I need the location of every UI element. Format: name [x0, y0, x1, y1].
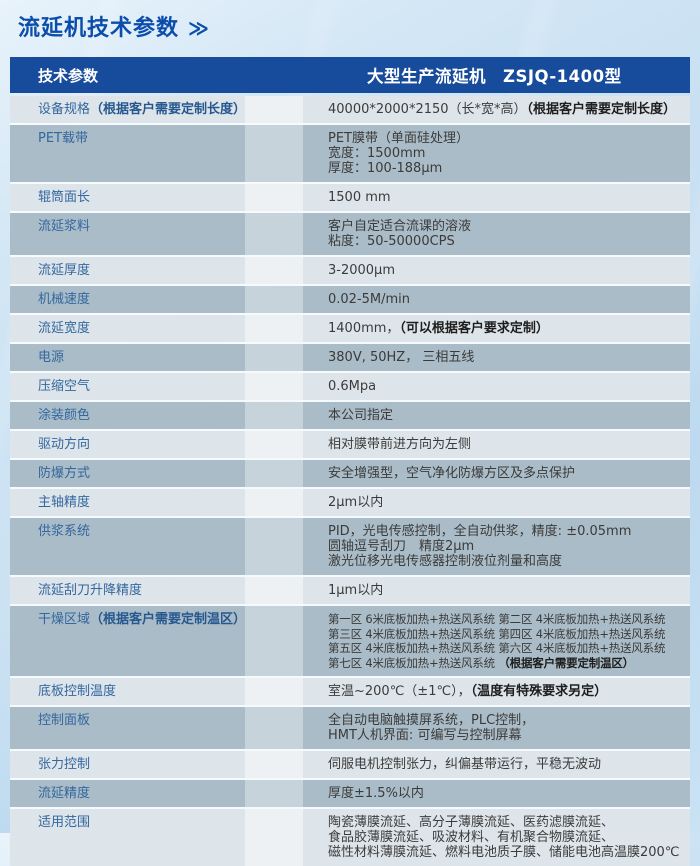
- table-row: 涂装颜色 本公司指定: [10, 402, 690, 431]
- column-divider: [245, 577, 303, 604]
- table-row: 供浆系统 PID，光电传感控制，全自动供浆，精度: ±0.05mm 圆轴逗号刮刀 精…: [10, 518, 690, 577]
- row-label: 设备规格（根据客户需要定制长度）: [10, 96, 246, 123]
- row-value: 0.02-5M/min: [303, 286, 690, 313]
- column-divider: [245, 809, 303, 866]
- column-divider: [245, 751, 303, 778]
- column-divider: [245, 402, 303, 429]
- column-divider: [245, 125, 303, 182]
- table-row: 干燥区域（根据客户需要定制温区） 第一区 6米底板加热+热送风系统 第二区 4米底…: [10, 606, 690, 678]
- row-value: 相对膜带前进方向为左侧: [303, 431, 690, 458]
- table-row: 流延浆料 客户自定适合流课的溶液 粘度：50-50000CPS: [10, 213, 690, 257]
- column-divider: [245, 213, 303, 255]
- column-divider: [245, 518, 303, 575]
- row-value: 1400mm，（可以根据客户要求定制）: [303, 315, 690, 342]
- row-value: 本公司指定: [303, 402, 690, 429]
- row-label: 主轴精度: [10, 489, 245, 516]
- spec-table: 技术参数 大型生产流延机 ZSJQ-1400型 设备规格（根据客户需要定制长度）…: [10, 57, 690, 866]
- table-row: 流延刮刀升降精度 1μm以内: [10, 577, 690, 606]
- column-divider: [245, 489, 303, 516]
- row-value: 0.6Mpa: [303, 373, 690, 400]
- column-divider: [245, 780, 303, 807]
- table-row: 电源 380V, 50HZ， 三相五线: [10, 344, 690, 373]
- row-value: 3-2000μm: [303, 257, 690, 284]
- row-value: 客户自定适合流课的溶液 粘度：50-50000CPS: [303, 213, 690, 255]
- column-divider: [245, 286, 303, 313]
- table-row: 主轴精度 2μm以内: [10, 489, 690, 518]
- page-title: 流延机技术参数 ≫: [18, 10, 209, 42]
- table-row: 设备规格（根据客户需要定制长度） 40000*2000*2150（长*宽*高）（根…: [10, 96, 690, 125]
- row-value: 陶瓷薄膜流延、高分子薄膜流延、医药滤膜流延、 食品胶薄膜流延、吸波材料、有机聚合物…: [303, 809, 690, 866]
- row-label: 适用范围: [10, 809, 245, 866]
- row-value: PET膜带（单面硅处理） 宽度：1500mm 厚度：100-188μm: [303, 125, 690, 182]
- table-row: 控制面板 全自动电脑触摸屏系统，PLC控制， HMT人机界面: 可编写与控制屏幕: [10, 707, 690, 751]
- row-value: 第一区 6米底板加热+热送风系统 第二区 4米底板加热+热送风系统 第三区 4米底…: [303, 606, 690, 676]
- table-row: 张力控制 伺服电机控制张力，纠偏基带运行，平稳无波动: [10, 751, 690, 780]
- column-divider: [245, 606, 303, 676]
- column-divider: [245, 184, 303, 211]
- row-label: 涂装颜色: [10, 402, 245, 429]
- table-row: 防爆方式 安全增强型，空气净化防爆方区及多点保护: [10, 460, 690, 489]
- table-row: 机械速度 0.02-5M/min: [10, 286, 690, 315]
- row-label: 底板控制温度: [10, 678, 245, 705]
- row-label: 机械速度: [10, 286, 245, 313]
- row-label: 干燥区域（根据客户需要定制温区）: [10, 606, 246, 676]
- row-value: 全自动电脑触摸屏系统，PLC控制， HMT人机界面: 可编写与控制屏幕: [303, 707, 690, 749]
- page-title-text: 流延机技术参数: [18, 16, 180, 41]
- table-row: 压缩空气 0.6Mpa: [10, 373, 690, 402]
- row-value: 1500 mm: [303, 184, 690, 211]
- column-divider: [245, 707, 303, 749]
- row-label: 防爆方式: [10, 460, 245, 487]
- table-row: 流延精度 厚度±1.5%以内: [10, 780, 690, 809]
- row-label: 流延精度: [10, 780, 245, 807]
- column-divider: [245, 257, 303, 284]
- table-row: 底板控制温度 室温~200℃（±1℃），（温度有特殊要求另定）: [10, 678, 690, 707]
- row-value: 2μm以内: [303, 489, 690, 516]
- row-value: 厚度±1.5%以内: [303, 780, 690, 807]
- row-value: 40000*2000*2150（长*宽*高）（根据客户需要定制长度）: [303, 96, 690, 123]
- table-header: 技术参数 大型生产流延机 ZSJQ-1400型: [10, 57, 690, 93]
- table-header-model: 大型生产流延机 ZSJQ-1400型: [367, 67, 622, 86]
- table-row: 适用范围 陶瓷薄膜流延、高分子薄膜流延、医药滤膜流延、 食品胶薄膜流延、吸波材料、有…: [10, 809, 690, 866]
- column-divider: [245, 678, 303, 705]
- table-header-left: 技术参数: [38, 66, 99, 85]
- row-value: 伺服电机控制张力，纠偏基带运行，平稳无波动: [303, 751, 690, 778]
- row-label: 供浆系统: [10, 518, 245, 575]
- row-label: 压缩空气: [10, 373, 245, 400]
- column-divider: [245, 315, 303, 342]
- row-value: PID，光电传感控制，全自动供浆，精度: ±0.05mm 圆轴逗号刮刀 精度2μm…: [303, 518, 690, 575]
- column-divider: [245, 373, 303, 400]
- row-label: 辊筒面长: [10, 184, 245, 211]
- row-label: 驱动方向: [10, 431, 245, 458]
- row-value: 安全增强型，空气净化防爆方区及多点保护: [303, 460, 690, 487]
- row-value: 380V, 50HZ， 三相五线: [303, 344, 690, 371]
- table-row: 辊筒面长 1500 mm: [10, 184, 690, 213]
- table-row: 流延厚度 3-2000μm: [10, 257, 690, 286]
- row-label: 流延浆料: [10, 213, 245, 255]
- row-label: PET载带: [10, 125, 245, 182]
- row-label: 流延厚度: [10, 257, 245, 284]
- row-value: 1μm以内: [303, 577, 690, 604]
- row-label: 电源: [10, 344, 245, 371]
- double-chevron-icon: ≫: [188, 16, 209, 40]
- column-divider: [245, 460, 303, 487]
- row-label: 流延刮刀升降精度: [10, 577, 245, 604]
- column-divider: [245, 344, 303, 371]
- row-label: 控制面板: [10, 707, 245, 749]
- spec-table-body: 设备规格（根据客户需要定制长度） 40000*2000*2150（长*宽*高）（根…: [10, 96, 690, 866]
- row-value: 室温~200℃（±1℃），（温度有特殊要求另定）: [303, 678, 690, 705]
- table-row: PET载带 PET膜带（单面硅处理） 宽度：1500mm 厚度：100-188μm: [10, 125, 690, 184]
- row-label: 张力控制: [10, 751, 245, 778]
- column-divider: [245, 96, 303, 123]
- row-label: 流延宽度: [10, 315, 245, 342]
- table-row: 流延宽度 1400mm，（可以根据客户要求定制）: [10, 315, 690, 344]
- table-row: 驱动方向 相对膜带前进方向为左侧: [10, 431, 690, 460]
- column-divider: [245, 431, 303, 458]
